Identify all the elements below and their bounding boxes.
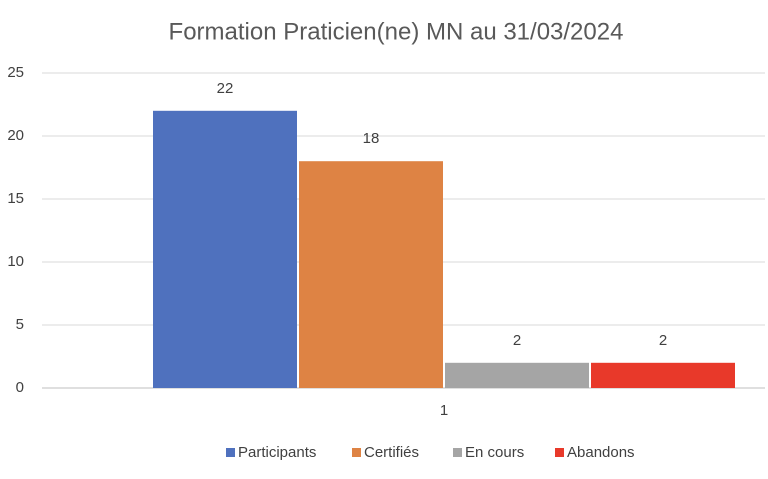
legend-label: Participants [238, 444, 316, 461]
data-label: 2 [513, 332, 521, 349]
y-tick-label: 15 [7, 190, 24, 207]
y-tick-label: 25 [7, 64, 24, 81]
y-tick-label: 5 [16, 316, 24, 333]
bar [153, 110, 297, 389]
x-tick-label: 1 [440, 402, 448, 419]
y-tick-label: 10 [7, 253, 24, 270]
chart-title: Formation Praticien(ne) MN au 31/03/2024 [169, 18, 624, 45]
bar [299, 161, 443, 388]
data-label: 18 [363, 130, 380, 147]
legend-marker [555, 448, 564, 457]
data-label: 2 [659, 332, 667, 349]
y-tick-label: 0 [16, 379, 24, 396]
bar [591, 362, 735, 388]
bar [445, 362, 589, 388]
legend-marker [352, 448, 361, 457]
legend-label: Abandons [567, 444, 635, 461]
y-tick-label: 20 [7, 127, 24, 144]
data-label: 22 [217, 80, 234, 97]
legend-marker [453, 448, 462, 457]
legend-label: Certifiés [364, 444, 419, 461]
legend-label: En cours [465, 444, 524, 461]
legend-marker [226, 448, 235, 457]
